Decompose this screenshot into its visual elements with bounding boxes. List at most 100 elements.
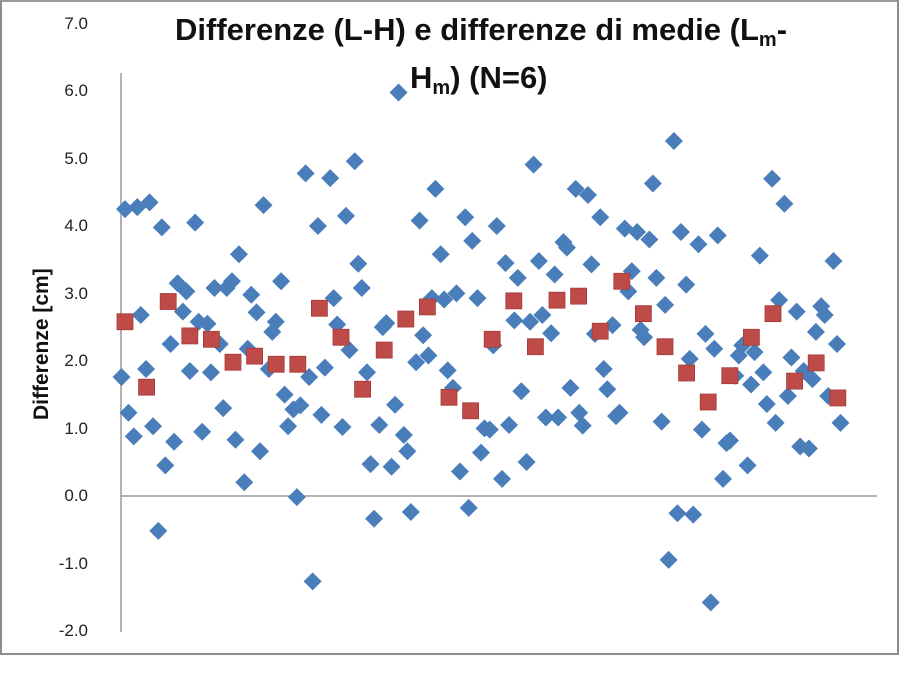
difference-point bbox=[757, 395, 776, 414]
difference-point bbox=[272, 272, 291, 291]
difference-point bbox=[193, 422, 212, 441]
difference-point bbox=[140, 193, 159, 212]
difference-point bbox=[656, 295, 675, 314]
mean-difference-point bbox=[354, 380, 372, 398]
chart-title-line-1: Differenze (L-H) e differenze di medie (… bbox=[175, 12, 788, 50]
difference-point bbox=[824, 252, 843, 271]
difference-point bbox=[352, 279, 371, 298]
difference-point bbox=[324, 289, 343, 308]
difference-point bbox=[382, 457, 401, 476]
difference-point bbox=[205, 279, 224, 298]
mean-difference-point bbox=[267, 355, 285, 373]
mean-difference-point bbox=[181, 327, 199, 345]
difference-point bbox=[426, 179, 445, 198]
difference-point bbox=[419, 346, 438, 365]
difference-point bbox=[652, 412, 671, 431]
difference-point bbox=[696, 324, 715, 343]
difference-point bbox=[414, 326, 433, 345]
difference-point bbox=[438, 361, 457, 380]
difference-point bbox=[201, 363, 220, 382]
title-text: ) (N=6) bbox=[450, 60, 548, 95]
mean-difference-point bbox=[505, 292, 523, 310]
difference-point bbox=[533, 306, 552, 325]
mean-difference-point bbox=[786, 372, 803, 390]
y-tick-label: 5.0 bbox=[64, 148, 88, 168]
difference-point bbox=[450, 462, 469, 481]
mean-difference-point bbox=[764, 305, 782, 323]
difference-point bbox=[410, 211, 429, 230]
difference-point bbox=[714, 469, 733, 488]
difference-point bbox=[173, 302, 192, 321]
difference-point bbox=[754, 363, 773, 382]
difference-point bbox=[549, 408, 568, 427]
chart-frame bbox=[0, 0, 899, 655]
difference-point bbox=[386, 395, 405, 414]
difference-point bbox=[635, 328, 654, 347]
difference-point bbox=[647, 268, 666, 287]
difference-point bbox=[275, 385, 294, 404]
difference-point bbox=[361, 455, 380, 474]
mean-difference-point bbox=[721, 367, 739, 385]
mean-difference-point bbox=[224, 353, 242, 371]
difference-point bbox=[333, 417, 352, 436]
difference-point bbox=[222, 272, 241, 291]
difference-point bbox=[582, 255, 601, 274]
mean-difference-point bbox=[807, 354, 825, 372]
difference-point bbox=[828, 335, 846, 354]
difference-point bbox=[573, 416, 592, 435]
difference-point bbox=[358, 363, 377, 382]
difference-point bbox=[137, 359, 156, 378]
difference-point bbox=[671, 223, 690, 242]
difference-point bbox=[610, 403, 629, 422]
difference-point bbox=[336, 206, 355, 225]
difference-point bbox=[512, 382, 531, 401]
title-text: H bbox=[410, 60, 433, 95]
difference-point bbox=[401, 502, 420, 521]
difference-point bbox=[389, 83, 408, 102]
y-tick-label: 0.0 bbox=[64, 486, 88, 506]
difference-point bbox=[542, 324, 561, 343]
mean-difference-point bbox=[635, 305, 652, 323]
difference-point bbox=[266, 312, 285, 331]
difference-point bbox=[508, 268, 527, 287]
difference-point bbox=[664, 132, 683, 151]
difference-point bbox=[279, 417, 298, 436]
difference-point bbox=[407, 353, 426, 372]
y-tick-label: 2.0 bbox=[64, 351, 88, 371]
difference-point bbox=[112, 368, 131, 387]
difference-point bbox=[463, 231, 482, 250]
difference-point bbox=[177, 282, 196, 301]
difference-point bbox=[456, 208, 475, 227]
difference-point bbox=[745, 343, 764, 362]
mean-difference-point bbox=[548, 291, 566, 309]
difference-point bbox=[487, 216, 506, 235]
difference-point bbox=[705, 339, 724, 358]
difference-point bbox=[521, 312, 540, 331]
difference-point bbox=[566, 179, 585, 198]
mean-difference-point bbox=[699, 393, 717, 411]
mean-difference-point bbox=[591, 322, 609, 340]
difference-point bbox=[447, 284, 466, 303]
title-text: - bbox=[776, 12, 788, 47]
difference-point bbox=[435, 290, 454, 309]
title-text: Differenze (L-H) e differenze di medie (… bbox=[175, 12, 759, 47]
difference-point bbox=[468, 289, 487, 308]
difference-point bbox=[131, 306, 150, 325]
mean-difference-point bbox=[159, 293, 177, 310]
difference-point bbox=[226, 430, 245, 449]
difference-point bbox=[349, 254, 368, 273]
difference-point bbox=[782, 348, 801, 367]
difference-point bbox=[799, 439, 818, 458]
difference-point bbox=[689, 235, 708, 254]
difference-point bbox=[677, 275, 696, 294]
y-tick-label: 1.0 bbox=[64, 418, 88, 438]
mean-difference-point bbox=[743, 328, 760, 346]
difference-point bbox=[536, 408, 555, 427]
mean-difference-point bbox=[527, 338, 544, 356]
difference-point bbox=[370, 415, 389, 434]
difference-point bbox=[570, 403, 589, 422]
difference-point bbox=[684, 505, 703, 524]
difference-point bbox=[500, 415, 519, 434]
mean-difference-point bbox=[289, 355, 307, 373]
difference-point bbox=[480, 420, 499, 439]
